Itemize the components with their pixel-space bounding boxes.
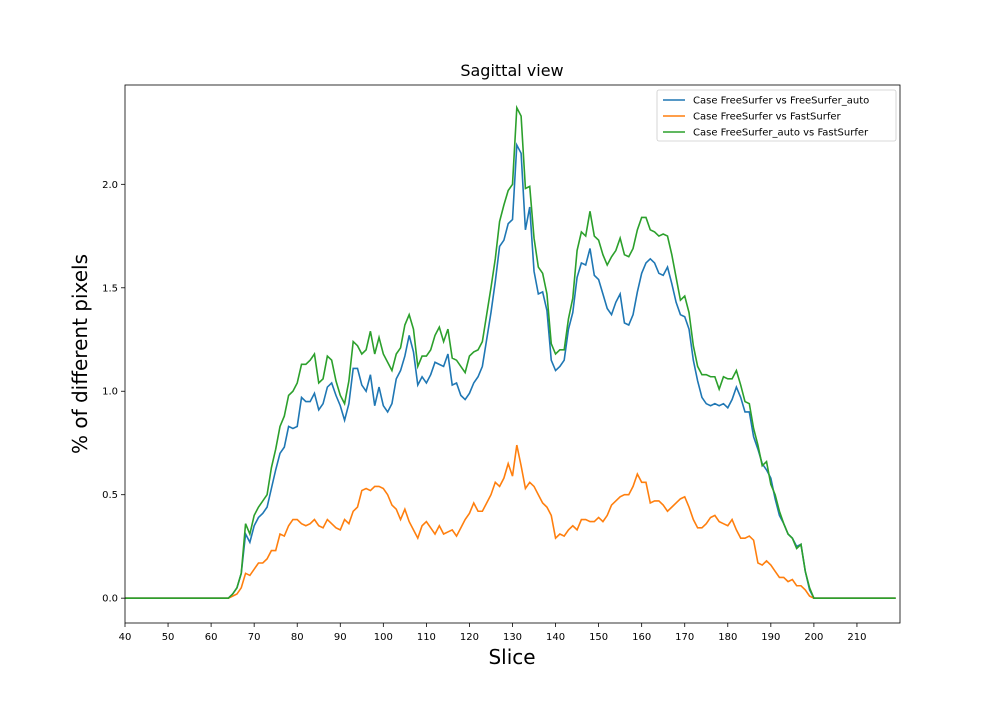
y-tick-label: 0.5: [102, 490, 118, 501]
legend: Case FreeSurfer vs FreeSurfer_auto Case F…: [656, 89, 897, 142]
x-tick-label: 140: [546, 632, 565, 643]
x-tick-label: 160: [632, 632, 651, 643]
x-tick-label: 150: [589, 632, 608, 643]
x-tick-label: 170: [675, 632, 694, 643]
plot-frame: [124, 84, 901, 624]
y-tick-label: 0.0: [102, 594, 118, 605]
x-tick-label: 200: [804, 632, 823, 643]
x-tick-label: 90: [334, 632, 347, 643]
data-line: [125, 142, 896, 599]
x-tick-label: 50: [162, 632, 175, 643]
x-tick-label: 210: [847, 632, 866, 643]
data-line: [125, 444, 896, 599]
x-tick-label: 130: [503, 632, 522, 643]
x-tick-label: 80: [291, 632, 304, 643]
x-tick-label: 180: [718, 632, 737, 643]
x-tick-label: 190: [761, 632, 780, 643]
y-tick-label: 1.5: [102, 283, 118, 294]
chart-title: Sagittal view: [460, 61, 563, 80]
legend-box: [656, 89, 897, 142]
x-tick-label: 100: [374, 632, 393, 643]
x-axis-label: Slice: [488, 645, 535, 669]
x-tick-label: 60: [205, 632, 218, 643]
legend-label: Case FreeSurfer vs FastSurfer: [693, 112, 842, 123]
legend-label: Case FreeSurfer_auto vs FastSurfer: [693, 128, 869, 139]
x-tick-label: 110: [417, 632, 436, 643]
data-line: [125, 104, 896, 599]
y-tick-label: 2.0: [102, 180, 118, 191]
x-tick-label: 40: [119, 632, 132, 643]
legend-label: Case FreeSurfer vs FreeSurfer_auto: [693, 96, 869, 107]
y-tick-label: 1.0: [102, 387, 118, 398]
x-tick-label: 70: [248, 632, 261, 643]
y-axis-label: % of different pixels: [68, 254, 92, 454]
x-tick-label: 120: [460, 632, 479, 643]
